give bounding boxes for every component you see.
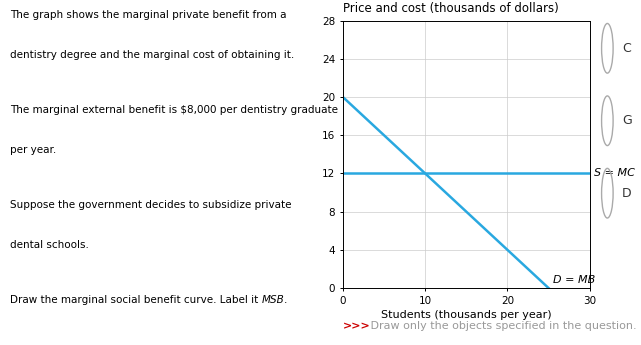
Text: Draw only the objects specified in the question.: Draw only the objects specified in the q…: [367, 321, 637, 331]
Text: MSB: MSB: [262, 295, 285, 305]
Text: dental schools.: dental schools.: [10, 240, 89, 250]
Text: >>>: >>>: [343, 321, 370, 331]
Text: Price and cost (thousands of dollars): Price and cost (thousands of dollars): [343, 2, 559, 16]
Text: D: D: [622, 187, 631, 200]
Text: .: .: [285, 295, 288, 305]
Text: Draw the marginal social benefit curve. Label it: Draw the marginal social benefit curve. …: [10, 295, 262, 305]
X-axis label: Students (thousands per year): Students (thousands per year): [381, 310, 552, 320]
Text: The graph shows the marginal private benefit from a: The graph shows the marginal private ben…: [10, 10, 287, 20]
Text: per year.: per year.: [10, 145, 56, 155]
Text: D = MB: D = MB: [553, 275, 595, 285]
Text: G: G: [622, 114, 631, 127]
Text: The marginal external benefit is $8,000 per dentistry graduate: The marginal external benefit is $8,000 …: [10, 105, 338, 115]
Text: Suppose the government decides to subsidize private: Suppose the government decides to subsid…: [10, 200, 292, 210]
Text: dentistry degree and the marginal cost of obtaining it.: dentistry degree and the marginal cost o…: [10, 50, 294, 60]
Text: C: C: [622, 42, 631, 55]
Text: S = MC: S = MC: [594, 168, 635, 178]
